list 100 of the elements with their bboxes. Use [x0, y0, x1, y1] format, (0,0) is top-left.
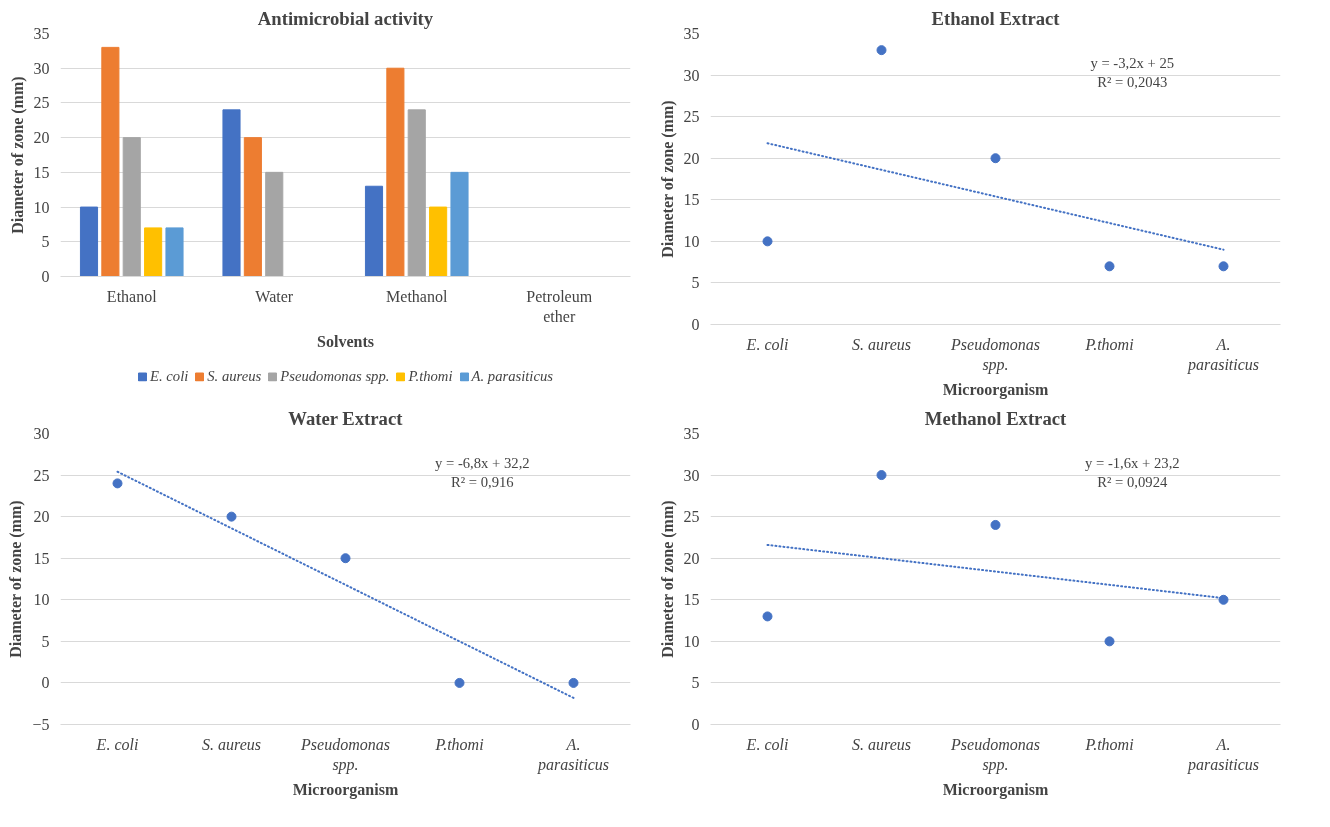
- y-tick-label: 25: [33, 466, 50, 484]
- point: [1104, 636, 1115, 647]
- y-tick-label: 5: [41, 632, 50, 650]
- y-tick-label: 5: [691, 274, 700, 292]
- point: [454, 677, 465, 688]
- bar: [122, 137, 141, 277]
- bar: [101, 46, 120, 277]
- bar: [265, 171, 284, 277]
- y-tick-label: 20: [33, 129, 50, 147]
- x-tick-label: Pseudomonas spp.: [950, 735, 1040, 774]
- point: [876, 470, 887, 481]
- y-tick-label: 20: [683, 549, 700, 567]
- x-tick-label: S. aureus: [852, 335, 911, 353]
- point: [990, 153, 1001, 164]
- x-tick-label: P.thomi: [1084, 335, 1134, 353]
- annotation: R² = 0,2043: [1097, 74, 1168, 91]
- point: [1104, 261, 1115, 272]
- x-tick-label: S. aureus: [202, 735, 261, 753]
- x-tick-label: Petroleum ether: [526, 287, 593, 325]
- y-tick-label: 35: [33, 25, 50, 42]
- legend-label: Pseudomonas spp.: [280, 367, 390, 385]
- y-tick-label: 10: [33, 591, 50, 609]
- x-tick-label: P.thomi: [1084, 735, 1134, 753]
- bar: [79, 206, 99, 277]
- y-tick-label: 15: [683, 591, 700, 609]
- x-axis-title: Microorganism: [942, 380, 1049, 399]
- y-axis-title: Diameter of zone (mm): [658, 100, 677, 258]
- chart-title: Antimicrobial activity: [257, 7, 434, 29]
- chart-title: Ethanol Extract: [931, 7, 1061, 29]
- bar: [243, 137, 262, 277]
- y-tick-label: 35: [683, 425, 700, 442]
- y-axis-title: Diameter of zone (mm): [8, 76, 27, 234]
- x-tick-label: Water: [255, 287, 294, 305]
- y-tick-label: 25: [683, 108, 700, 126]
- y-tick-label: 10: [33, 198, 50, 216]
- point: [1218, 261, 1229, 272]
- x-tick-label: A. parasiticus: [1186, 735, 1260, 774]
- y-tick-label: 0: [41, 268, 50, 285]
- bar: [429, 206, 448, 277]
- point: [112, 478, 123, 489]
- y-axis-title: Diameter of zone (mm): [658, 500, 677, 658]
- x-tick-label: S. aureus: [852, 735, 911, 753]
- annotation: y = -1,6x + 23,2: [1084, 455, 1180, 472]
- y-tick-label: 15: [33, 163, 50, 181]
- legend-label: S. aureus: [207, 367, 262, 385]
- y-tick-label: 30: [683, 66, 700, 84]
- y-tick-label: 15: [683, 191, 700, 209]
- bar: [386, 67, 405, 277]
- x-tick-label: E. coli: [745, 735, 789, 753]
- bar: [364, 185, 384, 277]
- y-tick-label: 5: [41, 233, 50, 251]
- point: [990, 519, 1001, 530]
- bar: [450, 171, 469, 277]
- line-series: [116, 470, 575, 699]
- x-tick-label: Ethanol: [106, 287, 158, 305]
- bar: [407, 109, 426, 277]
- y-tick-label: 25: [33, 94, 50, 112]
- x-axis-title: Microorganism: [292, 780, 399, 799]
- chart-title: Methanol Extract: [924, 407, 1068, 429]
- point: [1218, 594, 1229, 605]
- y-tick-label: 30: [33, 425, 50, 442]
- y-tick-label: 5: [691, 674, 700, 692]
- legend-label: A. parasiticus: [471, 367, 553, 385]
- point: [762, 611, 773, 622]
- bar: [222, 109, 241, 277]
- y-tick-label: 30: [33, 59, 50, 77]
- legend-label: E. coli: [150, 367, 189, 385]
- annotation: y = -6,8x + 32,2: [434, 455, 530, 472]
- y-tick-label: 30: [683, 466, 700, 484]
- x-tick-label: E. coli: [745, 335, 789, 353]
- y-tick-label: 0: [691, 716, 700, 733]
- y-tick-label: 15: [33, 549, 50, 567]
- y-tick-label: −5: [32, 716, 50, 733]
- annotation: R² = 0,0924: [1097, 474, 1169, 491]
- x-tick-label: A. parasiticus: [536, 735, 610, 774]
- bar: [165, 227, 184, 277]
- x-axis-title: Microorganism: [942, 780, 1049, 799]
- point: [568, 677, 579, 688]
- y-tick-label: 35: [683, 25, 700, 42]
- point: [340, 553, 351, 564]
- point: [876, 45, 887, 56]
- x-tick-label: P.thomi: [434, 735, 484, 753]
- y-tick-label: 0: [41, 674, 50, 692]
- y-axis-title: Diameter of zone (mm): [7, 500, 26, 658]
- y-tick-label: 25: [683, 508, 700, 526]
- x-tick-label: E. coli: [95, 735, 139, 753]
- x-tick-label: Pseudomonas spp.: [300, 735, 390, 774]
- chart-title: Water Extract: [288, 407, 404, 429]
- bar: [144, 227, 163, 277]
- y-tick-label: 0: [691, 316, 700, 333]
- point: [226, 511, 237, 522]
- x-axis-title: Solvents: [317, 332, 374, 350]
- y-tick-label: 10: [683, 632, 700, 650]
- annotation: y = -3,2x + 25: [1090, 55, 1175, 72]
- x-tick-label: Methanol: [386, 287, 448, 305]
- x-tick-label: Pseudomonas spp.: [950, 335, 1040, 374]
- legend-label: P.thomi: [408, 367, 453, 385]
- annotation: R² = 0,916: [450, 474, 514, 491]
- y-tick-label: 20: [33, 508, 50, 526]
- x-tick-label: A. parasiticus: [1186, 335, 1260, 374]
